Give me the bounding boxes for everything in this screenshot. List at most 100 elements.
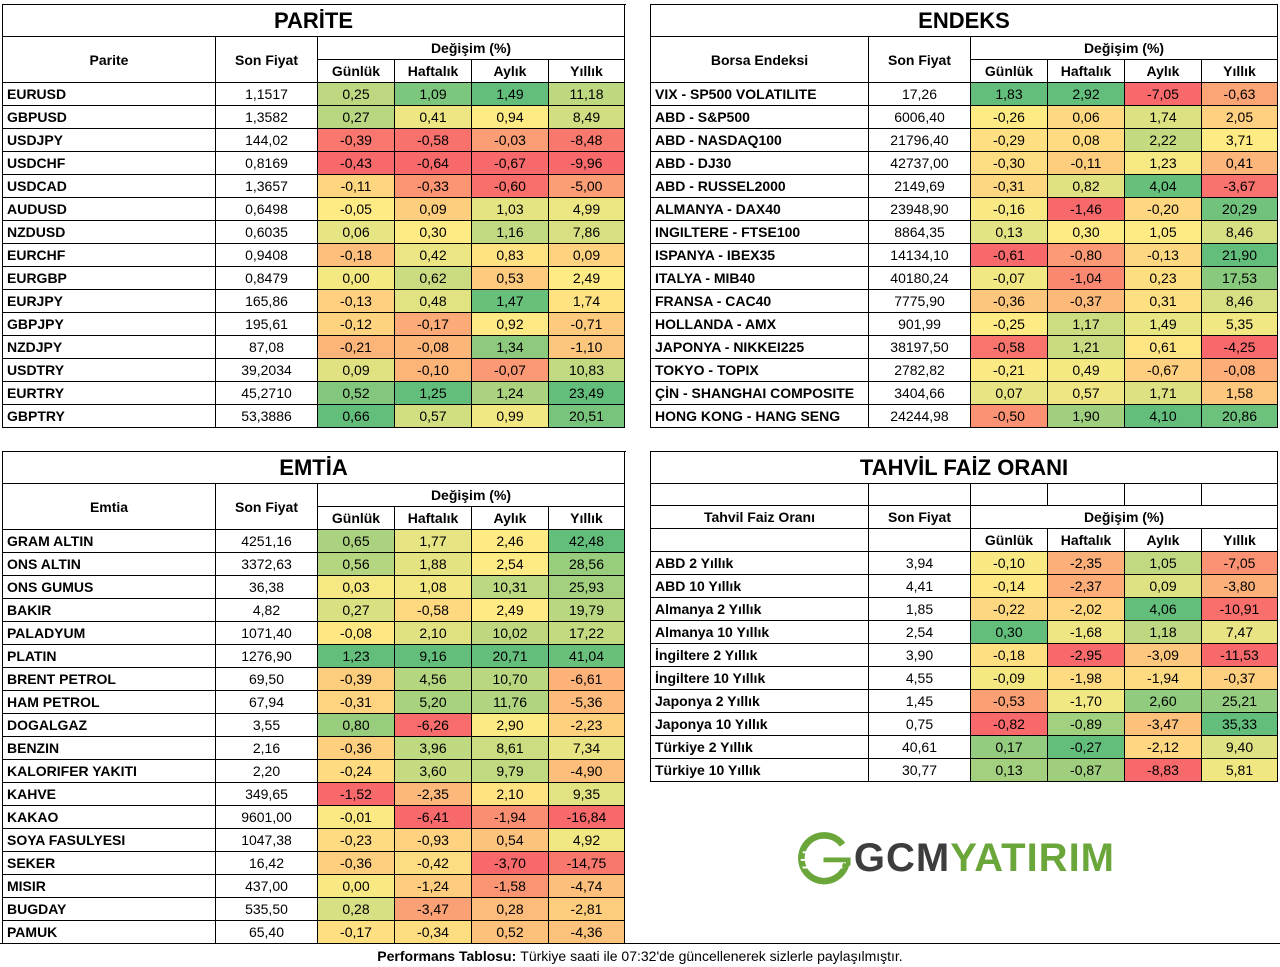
emtia-row-value-2: 2,10 (472, 783, 549, 806)
tahvil-col-change: Değişim (%) (971, 506, 1278, 529)
emtia-sub-3: Yıllık (549, 507, 625, 530)
parite-row-price: 144,02 (216, 129, 318, 152)
parite-row-value-1: 0,62 (395, 267, 472, 290)
parite-row-name: EURTRY (3, 382, 216, 405)
endeks-panel: ENDEKS Borsa Endeksi Son Fiyat Değişim (%) G… (650, 4, 1278, 428)
parite-row-name: GBPJPY (3, 313, 216, 336)
emtia-row-price: 4,82 (216, 599, 318, 622)
tahvil-row-value-0: -0,10 (971, 552, 1048, 575)
endeks-row-value-0: -0,61 (971, 244, 1048, 267)
tahvil-row-name: ABD 10 Yıllık (651, 575, 869, 598)
endeks-row-value-0: -0,36 (971, 290, 1048, 313)
endeks-row-value-2: -7,05 (1125, 83, 1202, 106)
emtia-row-value-2: 10,70 (472, 668, 549, 691)
parite-row-value-3: -0,71 (549, 313, 625, 336)
endeks-row-value-1: -1,46 (1048, 198, 1125, 221)
tahvil-sub-1: Haftalık (1048, 529, 1125, 552)
tahvil-row-price: 4,55 (869, 667, 971, 690)
parite-row-value-1: 0,48 (395, 290, 472, 313)
endeks-row-name: ABD - DJ30 (651, 152, 869, 175)
endeks-row-value-0: -0,07 (971, 267, 1048, 290)
parite-row-name: AUDUSD (3, 198, 216, 221)
endeks-row-price: 3404,66 (869, 382, 971, 405)
endeks-col-name: Borsa Endeksi (651, 37, 869, 83)
emtia-row-value-3: -4,36 (549, 921, 625, 944)
tahvil-sub-blank (869, 529, 971, 552)
endeks-row-price: 8864,35 (869, 221, 971, 244)
emtia-row-price: 69,50 (216, 668, 318, 691)
emtia-row-value-1: 5,20 (395, 691, 472, 714)
tahvil-row-value-1: -0,87 (1048, 759, 1125, 782)
emtia-row-value-3: -4,90 (549, 760, 625, 783)
endeks-row-name: ÇİN - SHANGHAI COMPOSITE (651, 382, 869, 405)
emtia-row-name: PLATIN (3, 645, 216, 668)
tahvil-row-value-1: -2,95 (1048, 644, 1125, 667)
parite-row-value-2: -0,67 (472, 152, 549, 175)
parite-row-price: 1,3657 (216, 175, 318, 198)
tahvil-row-price: 0,75 (869, 713, 971, 736)
tahvil-row-price: 30,77 (869, 759, 971, 782)
parite-row-price: 0,9408 (216, 244, 318, 267)
parite-row-name: EURGBP (3, 267, 216, 290)
emtia-row-value-1: 9,16 (395, 645, 472, 668)
tahvil-row-value-1: -1,68 (1048, 621, 1125, 644)
endeks-row-price: 6006,40 (869, 106, 971, 129)
parite-sub-3: Yıllık (549, 60, 625, 83)
emtia-row-name: KAHVE (3, 783, 216, 806)
emtia-row-value-0: 0,03 (318, 576, 395, 599)
emtia-row-price: 4251,16 (216, 530, 318, 553)
endeks-row-value-0: -0,30 (971, 152, 1048, 175)
emtia-row-value-2: 10,02 (472, 622, 549, 645)
emtia-row-value-2: -1,58 (472, 875, 549, 898)
parite-row-price: 0,8169 (216, 152, 318, 175)
tahvil-row-value-0: 0,30 (971, 621, 1048, 644)
parite-row-value-1: 0,57 (395, 405, 472, 428)
emtia-row-name: BRENT PETROL (3, 668, 216, 691)
parite-row-value-2: 1,34 (472, 336, 549, 359)
parite-row-value-2: 0,99 (472, 405, 549, 428)
endeks-row-price: 40180,24 (869, 267, 971, 290)
emtia-row-name: DOGALGAZ (3, 714, 216, 737)
endeks-row-value-3: 17,53 (1202, 267, 1278, 290)
emtia-sub-0: Günlük (318, 507, 395, 530)
endeks-row-value-2: 1,71 (1125, 382, 1202, 405)
tahvil-row-price: 4,41 (869, 575, 971, 598)
tahvil-row-value-2: -3,47 (1125, 713, 1202, 736)
parite-row-price: 39,2034 (216, 359, 318, 382)
parite-row-value-0: 0,52 (318, 382, 395, 405)
parite-row-value-3: 23,49 (549, 382, 625, 405)
emtia-row-value-0: -0,36 (318, 852, 395, 875)
parite-row-value-0: 0,00 (318, 267, 395, 290)
endeks-row-value-1: 1,17 (1048, 313, 1125, 336)
emtia-row-value-0: -0,24 (318, 760, 395, 783)
emtia-row-name: PALADYUM (3, 622, 216, 645)
endeks-row-value-1: 0,82 (1048, 175, 1125, 198)
parite-row-name: EURJPY (3, 290, 216, 313)
parite-row-value-1: -0,33 (395, 175, 472, 198)
endeks-row-value-3: 8,46 (1202, 290, 1278, 313)
tahvil-row-name: Türkiye 10 Yıllık (651, 759, 869, 782)
tahvil-row-value-2: 0,09 (1125, 575, 1202, 598)
endeks-row-name: VIX - SP500 VOLATILITE (651, 83, 869, 106)
tahvil-row-value-0: -0,14 (971, 575, 1048, 598)
tahvil-row-value-1: -2,35 (1048, 552, 1125, 575)
parite-row-value-2: 0,53 (472, 267, 549, 290)
tahvil-row-value-3: 25,21 (1202, 690, 1278, 713)
emtia-row-value-1: 4,56 (395, 668, 472, 691)
tahvil-row-value-3: -11,53 (1202, 644, 1278, 667)
tahvil-row-value-3: 5,81 (1202, 759, 1278, 782)
endeks-row-price: 21796,40 (869, 129, 971, 152)
parite-row-price: 53,3886 (216, 405, 318, 428)
parite-row-value-0: 0,66 (318, 405, 395, 428)
emtia-row-value-3: 28,56 (549, 553, 625, 576)
parite-row-price: 165,86 (216, 290, 318, 313)
tahvil-title: TAHVİL FAİZ ORANI (651, 452, 1278, 484)
parite-row-value-1: -0,64 (395, 152, 472, 175)
emtia-col-name: Emtia (3, 484, 216, 530)
tahvil-row-value-0: -0,82 (971, 713, 1048, 736)
emtia-row-name: BUGDAY (3, 898, 216, 921)
emtia-row-value-3: 41,04 (549, 645, 625, 668)
parite-row-price: 1,3582 (216, 106, 318, 129)
tahvil-row-value-2: 4,06 (1125, 598, 1202, 621)
emtia-row-value-1: -0,42 (395, 852, 472, 875)
